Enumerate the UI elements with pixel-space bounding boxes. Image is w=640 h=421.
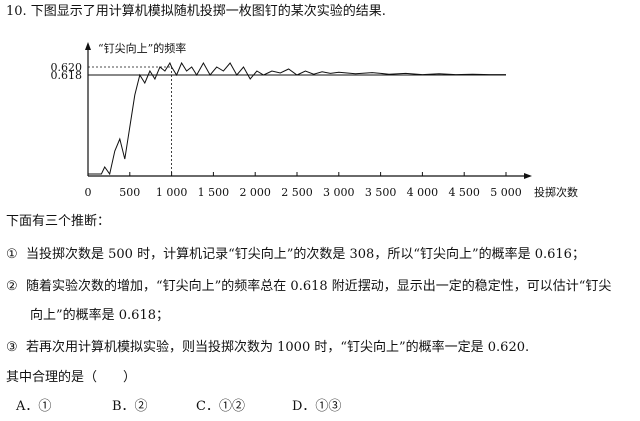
x-tick-label: 500 (119, 186, 140, 199)
statement-2: ② 随着实验次数的增加，“钉尖向上”的频率总在 0.618 附近摆动，显示出一定的… (6, 278, 611, 296)
x-tick-label: 1 500 (198, 186, 230, 199)
x-tick-label: 4 000 (407, 186, 439, 199)
option-d[interactable]: D．①③ (292, 399, 342, 414)
y-axis-label: “钉尖向上”的频率 (98, 41, 186, 55)
x-tick-label: 3 000 (323, 186, 355, 199)
axes (85, 42, 532, 179)
question-prompt: 其中合理的是（ ） (6, 370, 137, 385)
statement-1-marker: ① (6, 247, 18, 262)
x-tick-label: 1 000 (156, 186, 188, 199)
statement-1: ① 当投掷次数是 500 时，计算机记录“钉尖向上”的次数是 308，所以“钉尖向… (6, 246, 585, 264)
y-tick-label: 0.618 (51, 69, 83, 82)
statement-3: ③ 若再次用计算机模拟实验，则当投掷次数为 1000 时，“钉尖向上”的概率一定是… (6, 339, 529, 357)
option-b[interactable]: B．② (112, 399, 148, 414)
x-tick-label: 5 000 (490, 186, 522, 199)
statement-3-text: 若再次用计算机模拟实验，则当投掷次数为 1000 时，“钉尖向上”的概率一定是 … (26, 340, 530, 355)
x-axis-label: 投掷次数 (534, 185, 578, 199)
x-tick-label: 0 (85, 186, 92, 199)
statements-intro: 下面有三个推断： (6, 214, 111, 229)
option-c[interactable]: C．①② (196, 399, 245, 414)
statement-2-continuation: 向上”的概率是 0.618； (30, 308, 169, 323)
x-tick-label: 3 500 (365, 186, 397, 199)
statement-3-marker: ③ (6, 340, 18, 355)
y-axis-arrow-icon (85, 42, 91, 50)
statement-2-marker: ② (6, 279, 18, 294)
x-tick-label: 2 500 (281, 186, 313, 199)
x-axis-arrow-icon (524, 173, 532, 179)
guide-lines (88, 66, 506, 176)
y-tick-label: 0.620 (51, 61, 83, 74)
x-tick-label: 4 500 (448, 186, 480, 199)
option-a[interactable]: A．① (16, 399, 52, 414)
statement-1-text: 当投掷次数是 500 时，计算机记录“钉尖向上”的次数是 308，所以“钉尖向上… (26, 247, 585, 262)
x-tick-label: 2 000 (239, 186, 271, 199)
x-ticks: 0 500 1 000 1 500 2 000 2 500 3 000 3 500 4 000 4… (85, 172, 522, 199)
frequency-series-line (88, 61, 506, 176)
question-title: 10. 下图显示了用计算机模拟随机投掷一枚图钉的某次实验的结果. (6, 4, 386, 19)
statement-2-text-line-1: 随着实验次数的增加，“钉尖向上”的频率总在 0.618 附近摆动，显示出一定的稳… (26, 279, 612, 294)
